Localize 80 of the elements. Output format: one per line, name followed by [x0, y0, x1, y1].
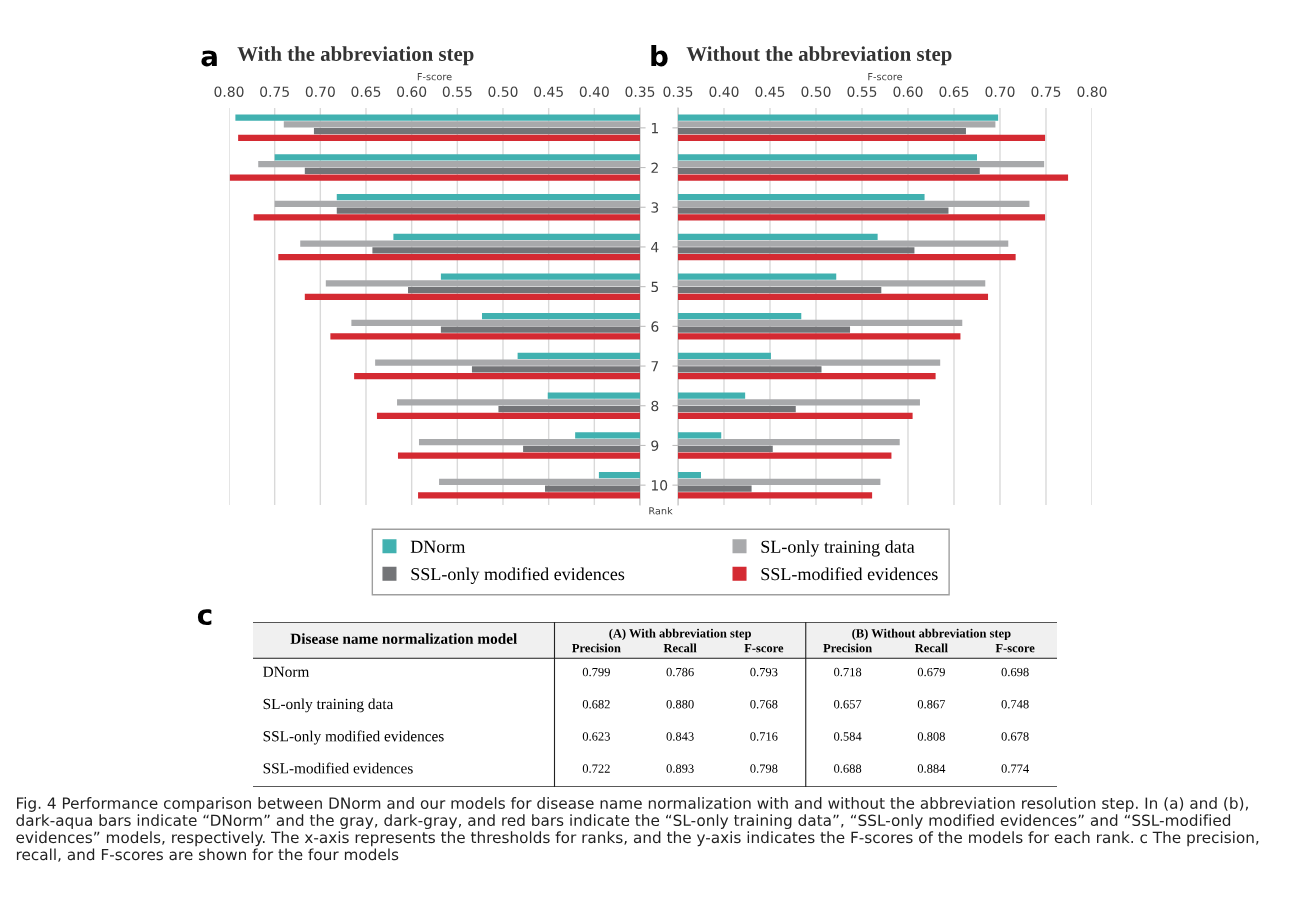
y-tick-label: 10 — [651, 480, 668, 491]
text: 0.884 — [917, 764, 946, 773]
text: 0.843 — [666, 732, 694, 741]
text: 0.748 — [1001, 700, 1029, 709]
category-label: SSL-modified evidences — [263, 762, 413, 774]
chart-title: With the abbreviation step — [237, 46, 474, 66]
text: b — [651, 44, 668, 67]
x-tick-label: 0.75 — [1031, 86, 1061, 97]
text: a — [201, 50, 217, 67]
text: 0.722 — [582, 764, 610, 773]
x-tick-label: 0.80 — [214, 86, 244, 97]
x-tick-label: 0.40 — [709, 86, 739, 97]
x-tick-label: 0.70 — [985, 86, 1015, 97]
x-tick-label: 0.45 — [755, 86, 785, 97]
x-tick-label: 0.50 — [488, 86, 518, 97]
x-tick-label: 0.65 — [939, 86, 969, 97]
y-tick-label: 1 — [651, 123, 658, 134]
x-tick-label: 0.55 — [847, 86, 877, 97]
text: c — [197, 609, 212, 626]
text: 0.774 — [1001, 764, 1029, 773]
category-label: Recall — [914, 643, 948, 653]
y-tick-label: 9 — [651, 440, 659, 451]
chart-title: Without the abbreviation step — [686, 46, 952, 66]
text: 0.793 — [750, 667, 778, 677]
text: 0.808 — [917, 732, 945, 741]
x-axis-title: F-score — [868, 73, 903, 81]
category-label: SL-only training data — [263, 698, 394, 713]
x-tick-label: 0.70 — [305, 86, 335, 97]
text: 0.623 — [582, 732, 610, 741]
legend-label: SSL-modified evidences — [761, 567, 938, 581]
text: 0.768 — [750, 700, 778, 709]
y-tick-label: 4 — [651, 242, 659, 253]
x-tick-label: 0.65 — [351, 86, 381, 97]
category-label: SSL-only modified evidences — [263, 730, 444, 745]
x-tick-label: 0.45 — [534, 86, 563, 97]
y-tick-label: 7 — [651, 361, 659, 372]
x-tick-label: 0.60 — [893, 86, 923, 97]
text: 0.880 — [666, 700, 694, 709]
x-tick-label: 0.55 — [442, 86, 472, 97]
y-tick-label: 2 — [651, 162, 658, 173]
text: 0.688 — [834, 764, 862, 773]
text: 0.786 — [666, 667, 694, 677]
text: (A) With abbreviation step — [609, 628, 751, 641]
text: 0.682 — [582, 700, 610, 709]
text: 0.584 — [834, 732, 862, 741]
y-tick-label: 6 — [651, 321, 659, 332]
text: Disease name normalization model — [290, 633, 517, 644]
text: 0.679 — [917, 667, 945, 677]
text: 0.716 — [750, 732, 778, 741]
text: 0.799 — [582, 667, 610, 677]
x-tick-label: 0.80 — [1077, 86, 1107, 97]
category-label: Recall — [663, 643, 697, 653]
text: 0.798 — [750, 764, 778, 773]
text: 0.698 — [1001, 667, 1029, 677]
x-tick-label: 0.50 — [801, 86, 831, 97]
x-tick-label: 0.75 — [260, 86, 289, 97]
text: 0.867 — [917, 700, 946, 709]
text: 0.657 — [834, 700, 862, 709]
category-label: F-score — [995, 644, 1035, 653]
y-axis-title: Rank — [649, 506, 673, 515]
text: 0.893 — [666, 764, 694, 773]
category-label: F-score — [744, 644, 784, 653]
y-tick-label: 8 — [651, 400, 659, 412]
category-label: Precision — [572, 643, 621, 653]
text: 0.718 — [834, 667, 862, 677]
x-axis-title: F-score — [417, 73, 452, 81]
caption: Fig. 4 Performance comparison between DNorm and our models for disease name normalization with and without the abbreviation resolution step. In (a) and (b), dark-aqua bars indicate “DNorm” and the gray, dark-gray, and red bars indicate the “SL-only training data”, “SSL-only modified evidences” and “SSL-modified evidences” models, respectively. The x-axis represents the thresholds for ranks, and the y-axis indicates the F-scores of the models for each rank. c The precision, recall, and F-scores are shown for the four models — [16, 797, 1259, 862]
text: (B) Without abbreviation step — [852, 628, 1011, 641]
x-tick-label: 0.35 — [625, 86, 655, 97]
category-label: Precision — [823, 643, 872, 653]
legend-label: SSL-only modified evidences — [411, 567, 625, 584]
text: 0.678 — [1001, 732, 1029, 741]
legend-label: DNorm — [410, 540, 466, 553]
y-tick-label: 3 — [651, 202, 659, 213]
category-label: DNorm — [263, 666, 310, 677]
x-tick-label: 0.35 — [663, 86, 693, 97]
x-tick-label: 0.40 — [579, 86, 609, 97]
y-tick-label: 5 — [651, 281, 659, 293]
x-tick-label: 0.60 — [397, 86, 427, 97]
legend-label: SL-only training data — [761, 540, 915, 557]
